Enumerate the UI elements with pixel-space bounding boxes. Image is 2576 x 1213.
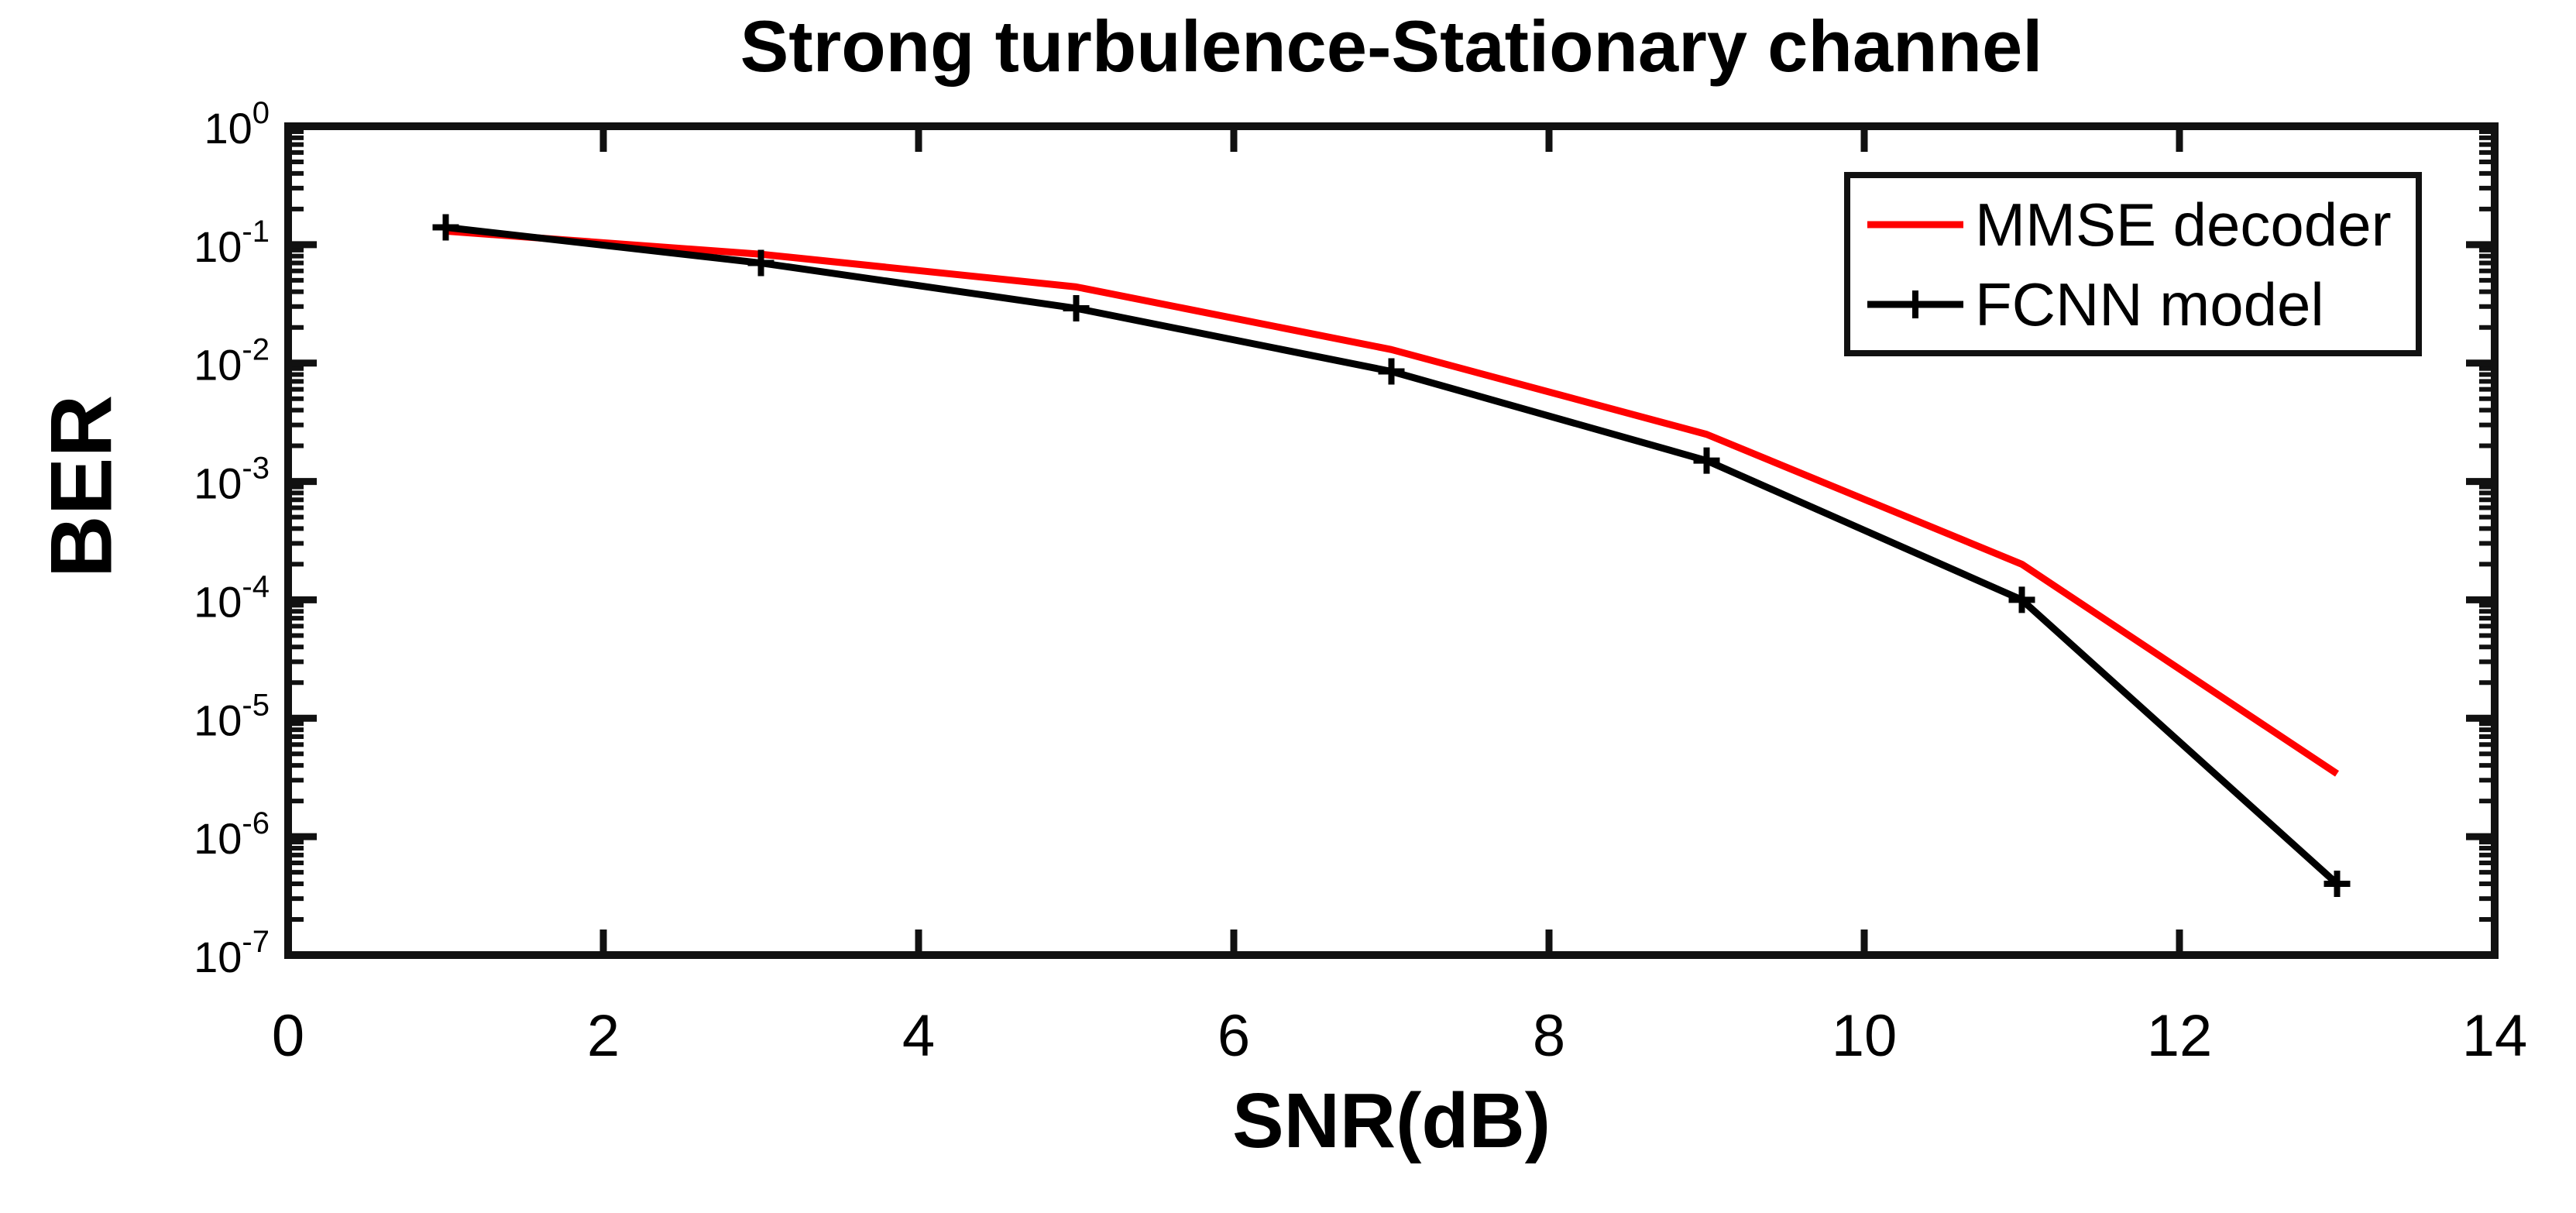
x-tick-label: 6 [1218, 1003, 1250, 1069]
x-tick-label: 2 [587, 1003, 620, 1069]
y-tick-label: 100 [204, 96, 270, 153]
legend: MMSE decoder FCNN model [1844, 172, 2422, 356]
chart-title: Strong turbulence-Stationary channel [740, 5, 2043, 87]
legend-label-mmse-decoder: MMSE decoder [1975, 190, 2392, 259]
x-tick-label: 12 [2147, 1003, 2213, 1069]
legend-item-mmse-decoder: MMSE decoder [1867, 194, 2408, 255]
legend-line-sample-red [1867, 208, 1963, 242]
x-axis-label: SNR(dB) [1231, 1077, 1551, 1164]
axes-box [284, 122, 2499, 959]
legend-line-sample-black-plus [1867, 287, 1963, 321]
y-tick-label: 10-3 [194, 452, 270, 508]
x-tick-labels: 0 2 4 6 8 10 12 14 [272, 1003, 2527, 1069]
legend-label-fcnn-model: FCNN model [1975, 270, 2324, 338]
x-tick-label: 14 [2462, 1003, 2528, 1069]
x-tick-label: 4 [902, 1003, 935, 1069]
y-tick-labels: 100 10-1 10-2 10-3 10-4 10-5 10-6 10-7 [194, 96, 270, 981]
y-tick-label: 10-4 [194, 569, 270, 626]
y-tick-label: 10-5 [194, 688, 270, 744]
y-axis-label: BER [33, 394, 130, 579]
x-tick-label: 0 [272, 1003, 304, 1069]
y-tick-label: 10-7 [194, 925, 270, 981]
legend-item-fcnn-model: FCNN model [1867, 274, 2408, 335]
x-tick-label: 8 [1533, 1003, 1565, 1069]
y-tick-label: 10-1 [194, 215, 270, 271]
x-tick-label: 10 [1832, 1003, 1898, 1069]
series-markers-fcnn-model [432, 214, 2351, 897]
y-tick-label: 10-6 [194, 806, 270, 863]
y-tick-label: 10-2 [194, 333, 270, 390]
